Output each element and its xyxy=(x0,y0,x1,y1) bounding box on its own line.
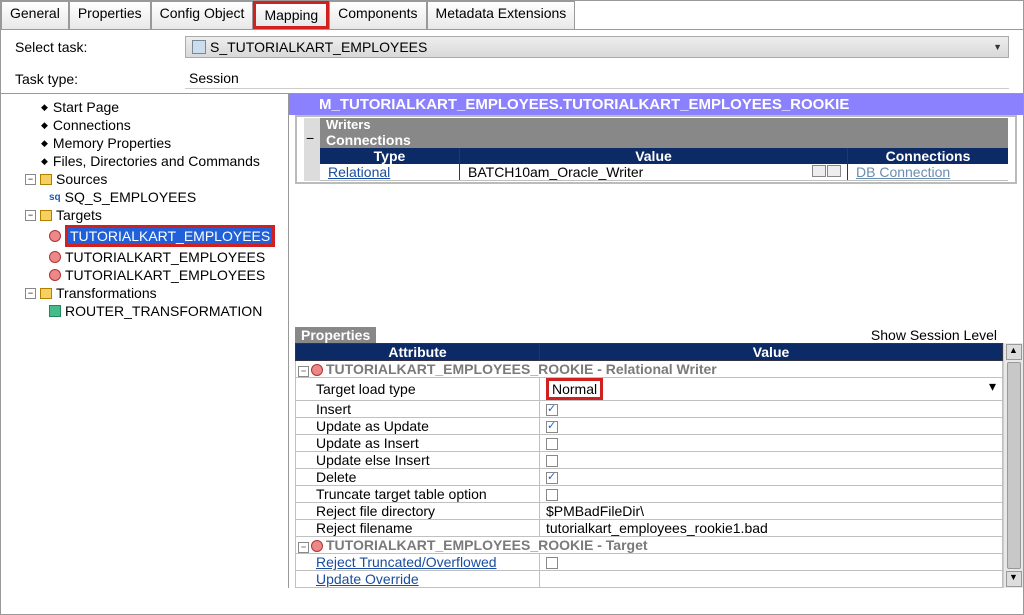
writer-row[interactable]: Relational BATCH10am_Oracle_Writer DB Co… xyxy=(320,164,1008,181)
navigation-tree: ◆Start Page ◆Connections ◆Memory Propert… xyxy=(1,94,289,588)
row-reject-filename[interactable]: Reject filenametutorialkart_employees_ro… xyxy=(296,520,1003,537)
tree-router[interactable]: ROUTER_TRANSFORMATION xyxy=(1,302,288,320)
properties-table: Attribute Value −TUTORIALKART_EMPLOYEES_… xyxy=(295,343,1003,588)
update-else-checkbox[interactable] xyxy=(546,455,558,467)
row-insert[interactable]: Insert xyxy=(296,401,1003,418)
tab-components[interactable]: Components xyxy=(329,1,426,29)
connections-header: Connections xyxy=(320,132,1008,148)
scroll-up-button[interactable]: ▲ xyxy=(1006,344,1022,360)
tree-memory[interactable]: ◆Memory Properties xyxy=(1,134,288,152)
row-update-as-update[interactable]: Update as Update xyxy=(296,418,1003,435)
transformation-icon xyxy=(49,305,61,317)
tree-target-1[interactable]: TUTORIALKART_EMPLOYEES xyxy=(1,224,288,248)
target-icon xyxy=(49,230,61,242)
target-icon xyxy=(49,251,61,263)
tree-sources[interactable]: −Sources xyxy=(1,170,288,188)
writers-header: Writers xyxy=(320,118,1008,132)
tree-transformations[interactable]: −Transformations xyxy=(1,284,288,302)
truncate-checkbox[interactable] xyxy=(546,489,558,501)
task-type-value: Session xyxy=(185,68,1009,89)
row-update-override[interactable]: Update Override xyxy=(296,571,1003,588)
row-update-else-insert[interactable]: Update else Insert xyxy=(296,452,1003,469)
scroll-down-button[interactable]: ▼ xyxy=(1006,571,1022,587)
tree-start-page[interactable]: ◆Start Page xyxy=(1,98,288,116)
select-task-label: Select task: xyxy=(15,39,185,55)
show-session-level[interactable]: Show Session Level xyxy=(871,327,997,343)
target-icon xyxy=(311,540,323,552)
task-type-label: Task type: xyxy=(15,71,185,87)
tree-target-3[interactable]: TUTORIALKART_EMPLOYEES xyxy=(1,266,288,284)
row-reject-truncated[interactable]: Reject Truncated/Overflowed xyxy=(296,554,1003,571)
col-attribute: Attribute xyxy=(296,344,540,361)
tab-bar: General Properties Config Object Mapping… xyxy=(1,1,1023,30)
tab-config-object[interactable]: Config Object xyxy=(151,1,254,29)
tree-targets[interactable]: −Targets xyxy=(1,206,288,224)
reject-trunc-checkbox[interactable] xyxy=(546,557,558,569)
col-connections: Connections xyxy=(848,148,1008,164)
folder-icon xyxy=(40,288,52,299)
collapse-icon[interactable]: − xyxy=(25,288,36,299)
collapse-icon[interactable]: − xyxy=(25,210,36,221)
update-update-checkbox[interactable] xyxy=(546,421,558,433)
row-delete[interactable]: Delete xyxy=(296,469,1003,486)
writer-value: BATCH10am_Oracle_Writer xyxy=(460,164,848,180)
section-relational-writer[interactable]: −TUTORIALKART_EMPLOYEES_ROOKIE - Relatio… xyxy=(296,361,1003,378)
session-icon xyxy=(192,40,206,54)
tree-target-2[interactable]: TUTORIALKART_EMPLOYEES xyxy=(1,248,288,266)
select-task-dropdown[interactable]: S_TUTORIALKART_EMPLOYEES xyxy=(185,36,1009,58)
col-value: Value xyxy=(460,148,848,164)
collapse-icon[interactable]: − xyxy=(306,130,318,146)
target-icon xyxy=(311,364,323,376)
writer-type-link[interactable]: Relational xyxy=(320,164,460,180)
section-target[interactable]: −TUTORIALKART_EMPLOYEES_ROOKIE - Target xyxy=(296,537,1003,554)
tab-general[interactable]: General xyxy=(1,1,69,29)
properties-header: Properties xyxy=(295,327,376,343)
tab-metadata-extensions[interactable]: Metadata Extensions xyxy=(427,1,576,29)
target-load-type-value[interactable]: Normal xyxy=(546,378,603,400)
folder-icon xyxy=(40,174,52,185)
dropdown-icon[interactable]: ▾ xyxy=(989,378,996,395)
row-reject-dir[interactable]: Reject file directory$PMBadFileDir\ xyxy=(296,503,1003,520)
col-value: Value xyxy=(540,344,1003,361)
tree-sq-employees[interactable]: sqSQ_S_EMPLOYEES xyxy=(1,188,288,206)
tab-properties[interactable]: Properties xyxy=(69,1,151,29)
tree-files[interactable]: ◆Files, Directories and Commands xyxy=(1,152,288,170)
browse-button[interactable] xyxy=(812,165,826,177)
row-truncate[interactable]: Truncate target table option xyxy=(296,486,1003,503)
arrow-button[interactable] xyxy=(827,165,841,177)
insert-checkbox[interactable] xyxy=(546,404,558,416)
select-task-value: S_TUTORIALKART_EMPLOYEES xyxy=(210,39,427,55)
row-target-load-type[interactable]: Target load typeNormal▾ xyxy=(296,378,1003,401)
col-type: Type xyxy=(320,148,460,164)
content-title: M_TUTORIALKART_EMPLOYEES.TUTORIALKART_EM… xyxy=(289,94,1023,115)
collapse-icon[interactable]: − xyxy=(298,542,309,553)
writers-panel: − Writers Connections Type Value Connect… xyxy=(304,118,1008,181)
writer-conn-link[interactable]: DB Connection xyxy=(848,164,1008,180)
collapse-icon[interactable]: − xyxy=(298,366,309,377)
folder-icon xyxy=(40,210,52,221)
tree-connections[interactable]: ◆Connections xyxy=(1,116,288,134)
scroll-thumb[interactable] xyxy=(1007,362,1021,569)
collapse-icon[interactable]: − xyxy=(25,174,36,185)
row-update-as-insert[interactable]: Update as Insert xyxy=(296,435,1003,452)
delete-checkbox[interactable] xyxy=(546,472,558,484)
vertical-scrollbar[interactable]: ▲ ▼ xyxy=(1003,343,1023,588)
sq-icon: sq xyxy=(49,192,61,203)
target-icon xyxy=(49,269,61,281)
tab-mapping[interactable]: Mapping xyxy=(253,1,329,29)
update-insert-checkbox[interactable] xyxy=(546,438,558,450)
